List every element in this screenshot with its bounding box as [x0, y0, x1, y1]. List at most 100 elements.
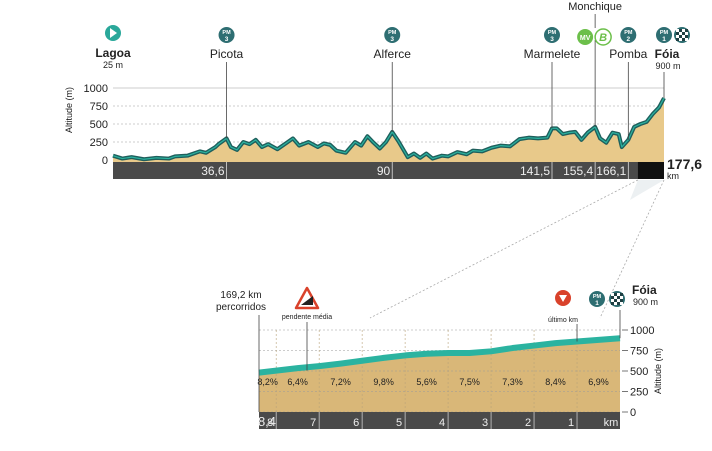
finish-flag-icon-square — [676, 38, 679, 41]
finish-flag-icon-square — [685, 35, 688, 38]
detail-x-tick-label: 7 — [310, 417, 316, 429]
detail-x-tick-label: 8,4 — [258, 414, 276, 429]
detail-finish-altitude: 900 m — [633, 297, 658, 307]
detail-finish-flag-icon-square — [611, 302, 614, 305]
finish-flag-icon-square — [679, 32, 682, 35]
detail-y-tick-label: 500 — [630, 366, 648, 378]
y-tick-label: 750 — [90, 101, 108, 113]
bonus-badge: B — [594, 28, 612, 46]
marker-name: Alferce — [374, 47, 412, 61]
gradient-label: 8,4% — [545, 377, 566, 387]
marker-name: Monchique — [568, 1, 622, 13]
detail-y-tick-label: 1000 — [630, 325, 654, 337]
gradient-label: 8,2% — [257, 377, 278, 387]
detail-finish-flag-icon-square — [620, 293, 623, 296]
detail-finish-flag-icon — [609, 291, 625, 307]
x-tick-label: 166,1 — [596, 164, 626, 178]
detail-finish-flag-icon-square — [620, 296, 623, 299]
gradient-label: 7,5% — [459, 377, 480, 387]
pm-badge-category: 1 — [662, 36, 666, 43]
pm-badge-circle — [656, 27, 672, 43]
detail-profile-fill — [259, 338, 620, 412]
finish-flag-icon-square — [685, 29, 688, 32]
finish-km-label: 177,6 — [667, 156, 702, 172]
gradient-warning-icon — [294, 286, 320, 310]
bonus-badge-circle — [594, 28, 612, 46]
bonus-badge-text: B — [599, 32, 607, 44]
detail-y-axis-label: Altitude (m) — [653, 348, 663, 394]
detail-finish-flag-icon-square — [614, 296, 617, 299]
profile-line-highlight — [112, 97, 665, 160]
warning-slope — [301, 296, 313, 305]
x-tick-label: 36,6 — [201, 164, 225, 178]
mv-badge-text: MV — [580, 35, 591, 42]
x-tick-label: 90 — [377, 164, 391, 178]
pm-badge-category: 2 — [627, 36, 631, 43]
gradient-label: 9,8% — [373, 377, 394, 387]
detail-finish-flag-icon-square — [611, 296, 614, 299]
detail-y-tick-label: 750 — [630, 346, 648, 358]
pm-badge: PM2 — [620, 27, 637, 43]
profile-fill — [113, 98, 664, 162]
detail-finish-flag-icon-square — [620, 299, 623, 302]
detail-pm-badge: PM1 — [589, 291, 605, 307]
finish-flag-icon-square — [679, 29, 682, 32]
finish-flag-icon-square — [676, 35, 679, 38]
finish-flag-icon-square — [679, 38, 682, 41]
finish-flag-icon-square — [682, 29, 685, 32]
y-tick-label: 250 — [90, 137, 108, 149]
detail-y-tick-label: 0 — [630, 407, 636, 419]
pm-badge-circle — [218, 27, 235, 43]
finish-flag-icon-square — [676, 32, 679, 35]
pm-badge-category: 3 — [225, 36, 229, 43]
finish-flag-icon-square — [682, 32, 685, 35]
pm-badge-type: PM — [660, 30, 669, 36]
detail-pm-badge-category: 1 — [595, 300, 599, 307]
detail-finish-flag-icon-square — [611, 293, 614, 296]
y-tick-label: 500 — [90, 119, 108, 131]
mv-badge: MV — [577, 29, 594, 45]
marker-name: Picota — [210, 47, 244, 61]
last-km-arrow — [559, 295, 568, 302]
pm-badge-circle — [544, 27, 561, 43]
finish-flag-icon-square — [679, 35, 682, 38]
x-tick-label: 155,4 — [563, 164, 593, 178]
marker-name: Lagoa — [95, 46, 131, 60]
detail-x-tick-label: 6 — [353, 417, 359, 429]
detail-finish-flag-icon-square — [614, 293, 617, 296]
gradient-label: 7,2% — [330, 377, 351, 387]
mv-badge-circle — [577, 29, 594, 45]
detail-finish-flag-icon-square — [614, 302, 617, 305]
marker-altitude: 900 m — [655, 61, 680, 71]
pm-badge-category: 3 — [390, 36, 394, 43]
pm-badge-type: PM — [388, 30, 397, 36]
detail-x-tick-label: 8 — [267, 417, 273, 429]
finish-flag-icon-square — [676, 29, 679, 32]
finish-flag-icon — [674, 27, 690, 43]
detail-x-tick-label: 4 — [439, 417, 445, 429]
finish-flag-icon-square — [685, 38, 688, 41]
pm-badge-type: PM — [222, 30, 231, 36]
detail-x-tick-label: 1 — [568, 417, 574, 429]
start-play-icon — [105, 25, 121, 41]
marker-name: Fóia — [655, 47, 680, 61]
pm-badge-circle — [620, 27, 637, 43]
final-climb-bar — [637, 162, 664, 179]
gradient-label: 7,3% — [502, 377, 523, 387]
detail-x-tick-label: km — [604, 417, 619, 429]
pm-badge: PM3 — [218, 27, 235, 43]
gradient-label: 6,4% — [287, 377, 308, 387]
gradient-label: 6,9% — [588, 377, 609, 387]
x-tick-label: 141,5 — [520, 164, 550, 178]
start-note-text: percorridos — [216, 302, 266, 313]
start-icon-triangle — [110, 28, 117, 38]
finish-flag-icon-square — [682, 35, 685, 38]
avg-gradient-label: pendente média — [282, 314, 332, 321]
detail-distance-bar — [259, 412, 620, 429]
detail-finish-flag-icon-square — [617, 302, 620, 305]
finish-flag-icon-square — [685, 32, 688, 35]
detail-finish-flag-icon-square — [617, 293, 620, 296]
pm-badge-type: PM — [624, 30, 633, 36]
pm-badge: PM3 — [544, 27, 561, 43]
